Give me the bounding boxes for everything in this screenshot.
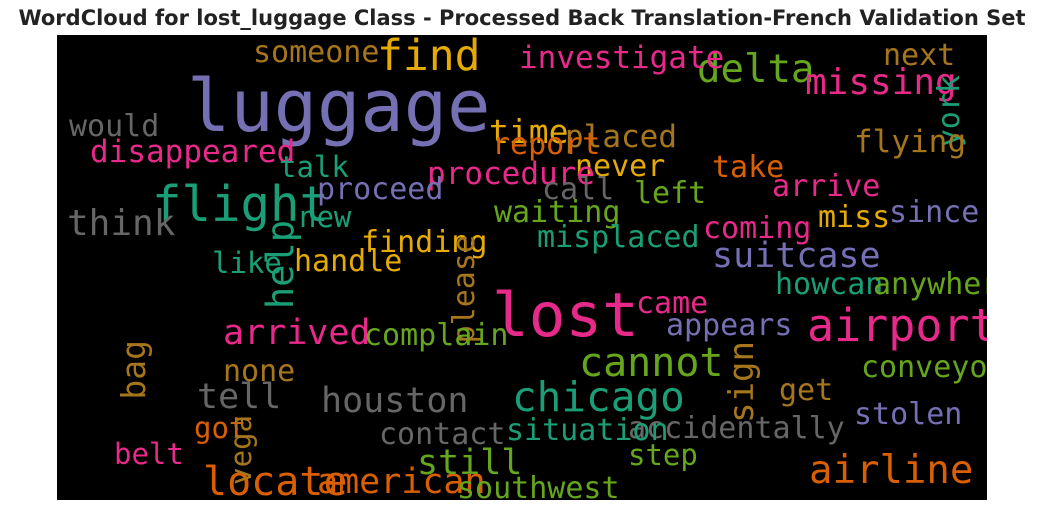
- word-call: call: [542, 172, 615, 207]
- word-arrived: arrived: [223, 313, 371, 353]
- word-step: step: [628, 438, 698, 472]
- word-still: still: [417, 443, 523, 483]
- word-new: new: [299, 200, 352, 234]
- word-came: came: [636, 286, 709, 321]
- word-find: find: [377, 35, 481, 81]
- word-get: get: [779, 373, 834, 408]
- word-accidentally: accidentally: [628, 411, 845, 446]
- word-left: left: [634, 176, 707, 211]
- word-like: like: [212, 246, 282, 280]
- word-bag: bag: [114, 340, 153, 400]
- word-report: report: [492, 127, 601, 162]
- word-appears: appears: [666, 308, 793, 343]
- word-would: would: [69, 109, 160, 144]
- word-complain: complain: [364, 318, 509, 353]
- word-flying: flying: [854, 124, 966, 160]
- word-cloud-canvas: luggage lost flight airport find chicago canno…: [57, 35, 987, 500]
- word-southwest: southwest: [457, 471, 620, 501]
- word-got: got: [194, 411, 247, 445]
- word-belt: belt: [114, 437, 184, 471]
- word-coming: coming: [703, 211, 812, 246]
- word-arrive: arrive: [772, 169, 881, 204]
- word-howcan: howcan: [775, 267, 884, 302]
- word-miss: miss: [818, 200, 891, 235]
- word-airline: airline: [809, 448, 974, 493]
- word-proceed: proceed: [317, 172, 444, 207]
- word-placed: placed: [565, 119, 677, 155]
- word-misplaced: misplaced: [537, 220, 700, 255]
- word-tell: tell: [197, 377, 282, 417]
- word-locate: locate: [203, 459, 348, 500]
- word-finding: finding: [361, 225, 488, 260]
- word-houston: houston: [321, 381, 469, 421]
- word-waiting: waiting: [494, 195, 621, 230]
- chart-title: WordCloud for lost_luggage Class - Proce…: [18, 6, 1026, 30]
- word-think: think: [67, 203, 176, 244]
- word-talk: talk: [279, 150, 349, 184]
- word-situation: situation: [506, 413, 669, 448]
- word-take: take: [712, 150, 785, 185]
- word-cannot: cannot: [579, 340, 724, 386]
- word-luggage: luggage: [187, 64, 491, 148]
- word-conveyor: conveyor: [861, 350, 987, 385]
- word-missing: missing: [805, 62, 957, 103]
- word-none: none: [223, 354, 296, 389]
- word-flight: flight: [152, 176, 330, 233]
- word-handle: handle: [294, 244, 403, 279]
- word-chicago: chicago: [512, 373, 685, 421]
- word-delta: delta: [697, 47, 815, 92]
- word-stolen: stolen: [854, 397, 963, 432]
- word-next: next: [883, 38, 956, 73]
- word-contact: contact: [379, 417, 506, 452]
- word-anywhere: anywhere: [873, 267, 987, 302]
- word-procedure: procedure: [427, 156, 595, 192]
- word-airport: airport: [807, 299, 987, 352]
- word-lost: lost: [492, 280, 639, 351]
- word-never: never: [575, 149, 666, 184]
- word-vega: vega: [224, 415, 258, 485]
- word-investigate: investigate: [519, 40, 725, 76]
- word-suitcase: suitcase: [712, 236, 881, 276]
- word-since: since: [889, 195, 980, 230]
- word-someone: someone: [253, 35, 380, 70]
- word-american: american: [317, 462, 486, 500]
- word-time: time: [489, 112, 569, 151]
- word-disappeared: disappeared: [90, 134, 296, 170]
